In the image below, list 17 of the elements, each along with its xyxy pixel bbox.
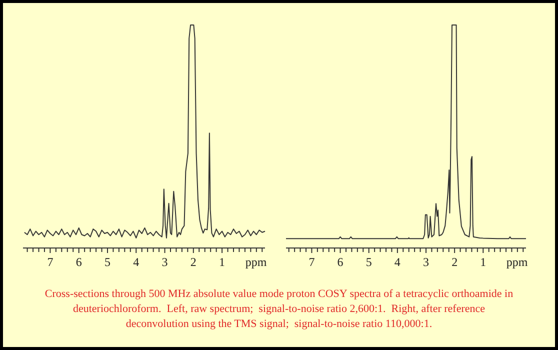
x-tick-label: 6 — [76, 255, 82, 269]
x-tick-label: 4 — [394, 255, 400, 269]
x-tick-label: 3 — [423, 255, 429, 269]
x-tick-label: 3 — [162, 255, 168, 269]
x-tick-label: 7 — [47, 255, 54, 269]
x-tick-label: 5 — [366, 255, 372, 269]
x-axis-title: ppm — [245, 255, 268, 269]
x-tick-label: 4 — [133, 255, 140, 269]
x-tick-label: 7 — [308, 255, 315, 269]
x-tick-label: 5 — [104, 255, 110, 269]
x-tick-label: 2 — [452, 255, 458, 269]
x-tick-label: 1 — [219, 255, 226, 269]
x-tick-label: 1 — [480, 255, 486, 269]
x-axis-title: ppm — [506, 255, 528, 269]
text: Cross-sections through 500 MHz absolute value mode proton COSY spectra of a tetracyclic orthoamide in deuteriochloroform. Left, raw spectrum; signal-to-noise ratio 2,600:1. Right, after reference deconvolution using the TMS signal; signal-to-noise ratio 110,000:1. — [44, 288, 514, 330]
x-tick-label: 6 — [337, 255, 344, 269]
x-tick-label: 2 — [190, 255, 196, 269]
